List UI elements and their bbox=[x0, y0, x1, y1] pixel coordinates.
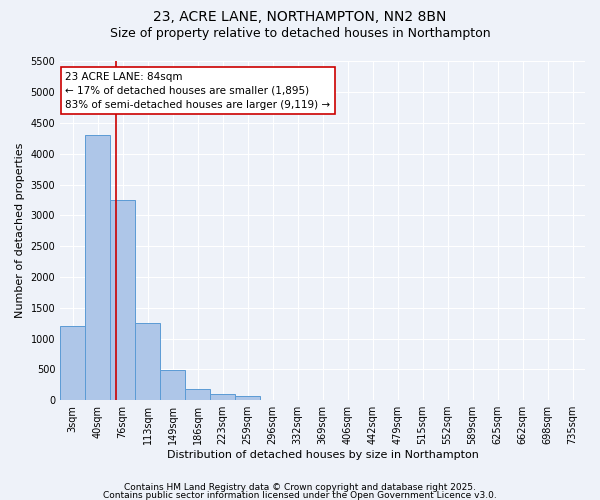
Bar bbox=[235, 396, 260, 400]
Text: Contains HM Land Registry data © Crown copyright and database right 2025.: Contains HM Land Registry data © Crown c… bbox=[124, 484, 476, 492]
Y-axis label: Number of detached properties: Number of detached properties bbox=[15, 143, 25, 318]
Bar bbox=[110, 200, 135, 400]
Bar bbox=[135, 323, 160, 400]
Text: 23, ACRE LANE, NORTHAMPTON, NN2 8BN: 23, ACRE LANE, NORTHAMPTON, NN2 8BN bbox=[154, 10, 446, 24]
X-axis label: Distribution of detached houses by size in Northampton: Distribution of detached houses by size … bbox=[167, 450, 479, 460]
Bar bbox=[160, 370, 185, 400]
Bar bbox=[185, 390, 210, 400]
Text: 23 ACRE LANE: 84sqm
← 17% of detached houses are smaller (1,895)
83% of semi-det: 23 ACRE LANE: 84sqm ← 17% of detached ho… bbox=[65, 72, 331, 110]
Bar bbox=[85, 136, 110, 400]
Bar bbox=[210, 394, 235, 400]
Bar bbox=[60, 326, 85, 400]
Text: Contains public sector information licensed under the Open Government Licence v3: Contains public sector information licen… bbox=[103, 490, 497, 500]
Text: Size of property relative to detached houses in Northampton: Size of property relative to detached ho… bbox=[110, 28, 490, 40]
